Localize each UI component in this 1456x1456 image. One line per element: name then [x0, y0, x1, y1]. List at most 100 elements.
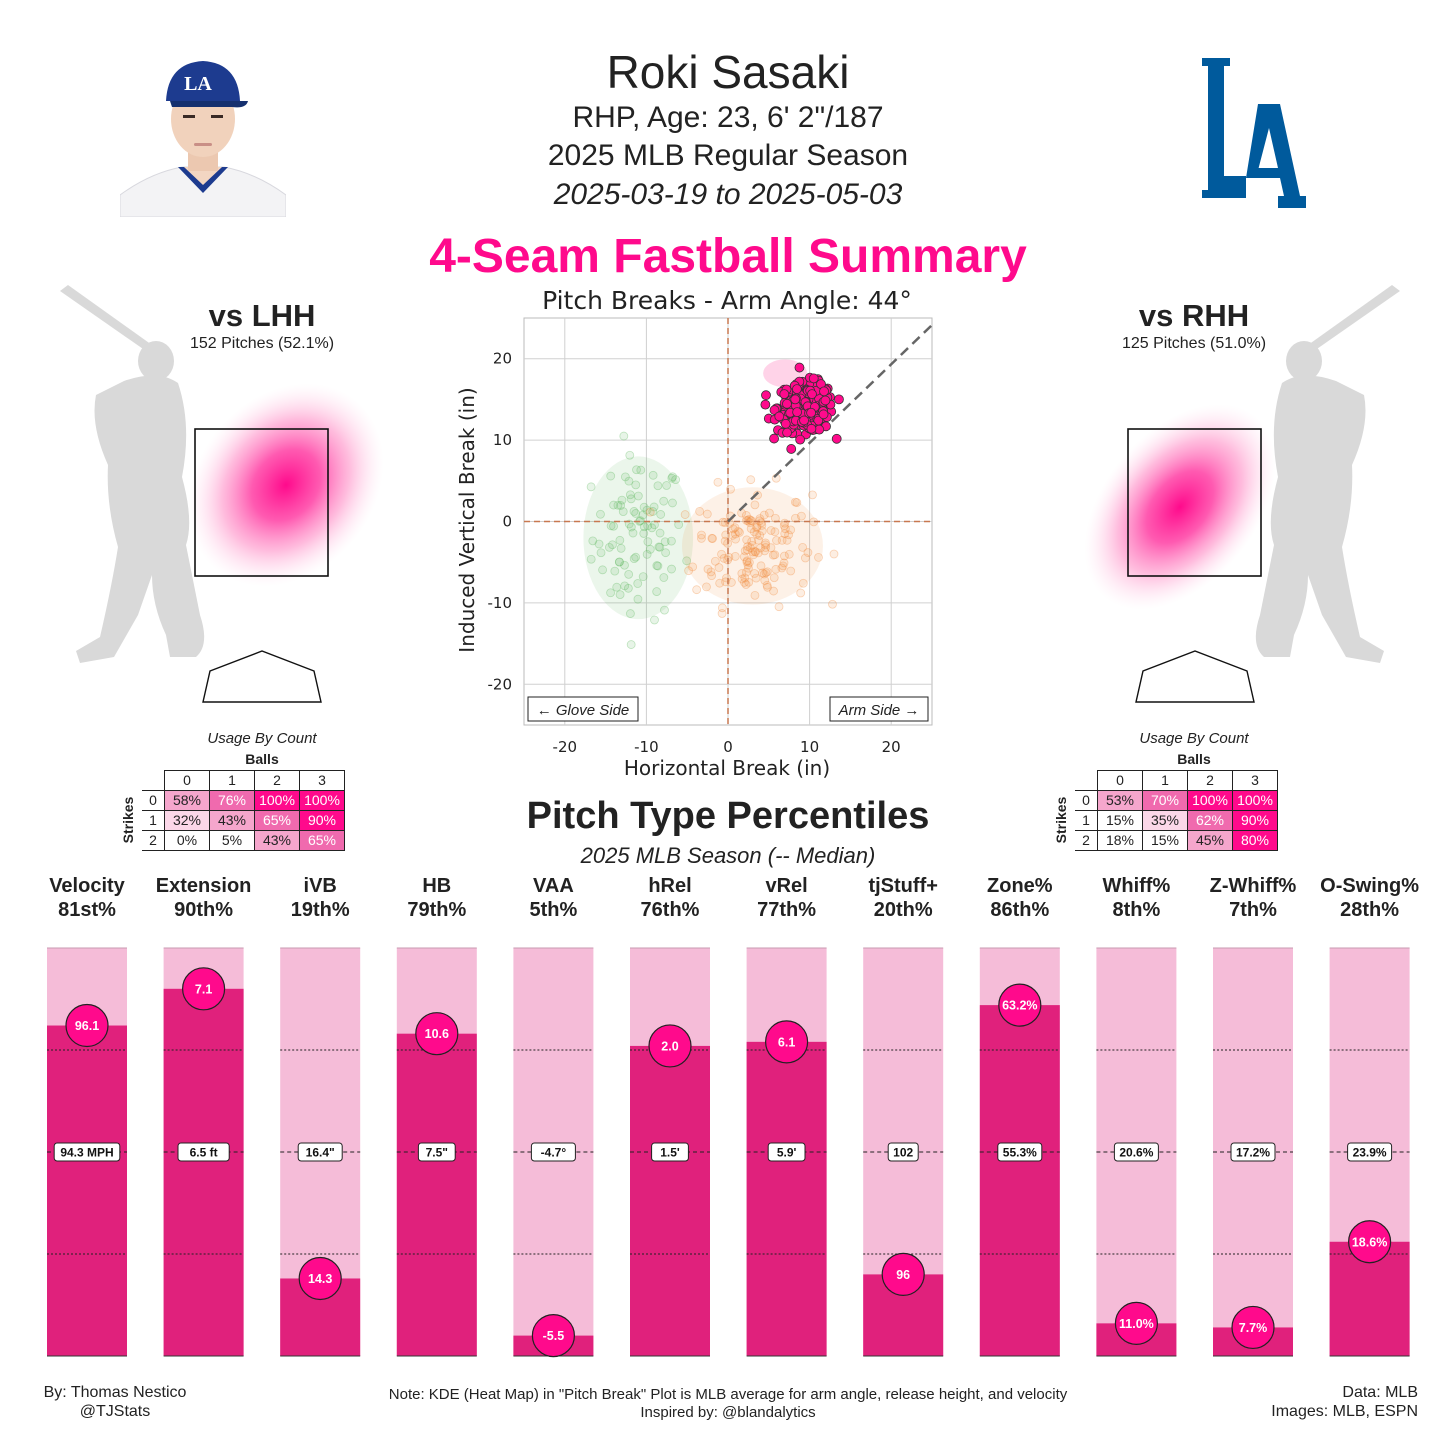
- kde-point: [756, 518, 766, 528]
- usage-cell: 53%: [1097, 790, 1143, 811]
- annotation-text: Arm Side →: [838, 702, 920, 719]
- kde-point: [770, 527, 780, 537]
- kde-point: [628, 528, 638, 538]
- metric-percentile: 7th%: [1229, 899, 1277, 921]
- percentile-bar: [746, 1041, 827, 1356]
- usage-cell: 100%: [299, 790, 345, 811]
- player-bio: RHP, Age: 23, 6' 2"/187: [572, 101, 884, 134]
- kde-point: [617, 495, 627, 505]
- pitch-point: [760, 399, 771, 410]
- kde-point: [707, 571, 717, 581]
- kde-point: [803, 548, 813, 557]
- usage-cell: 65%: [254, 810, 300, 831]
- kde-point: [756, 543, 765, 553]
- kde-point: [639, 502, 649, 512]
- metric-name: Z-Whiff%: [1209, 875, 1297, 897]
- kde-point: [612, 582, 622, 592]
- percentile-bar-chart: 94.3 MPH 96.1 6.5 ft 7.1 16.4" 14.3 7.5" 10.6 -4…: [47, 947, 1410, 1358]
- balls-header: 0: [164, 770, 210, 791]
- usage-cell: 0%: [164, 830, 210, 851]
- value-marker: [648, 1024, 692, 1068]
- kde-point: [661, 548, 671, 558]
- kde-point: [655, 528, 665, 538]
- strikes-header: 2: [1075, 830, 1098, 851]
- kde-point: [750, 500, 760, 510]
- kde-point: [744, 563, 753, 573]
- player-name: Roki Sasaki: [606, 46, 850, 98]
- kde-point: [631, 509, 641, 518]
- kde-point: [774, 602, 784, 612]
- kde-point: [828, 599, 837, 609]
- kde-point: [616, 543, 626, 553]
- pitch-point: [792, 384, 802, 395]
- value-marker: [1114, 1301, 1159, 1345]
- kde-point: [780, 529, 790, 539]
- pitch-point: [818, 409, 829, 420]
- kde-point: [613, 500, 623, 510]
- balls-header: 1: [209, 770, 255, 791]
- kde-point: [779, 521, 789, 531]
- kde-point: [786, 566, 796, 576]
- median-label-box: [997, 1142, 1043, 1162]
- kde-point: [720, 518, 730, 527]
- kde-point: [742, 557, 752, 567]
- x-axis-label: Horizontal Break (in): [624, 756, 830, 780]
- median-label: 6.5 ft: [190, 1146, 218, 1160]
- kde-point: [792, 498, 802, 507]
- kde-point: [626, 522, 636, 532]
- kde-point: [757, 521, 767, 530]
- median-label-box: [530, 1142, 576, 1162]
- value-label: 11.0%: [1119, 1317, 1154, 1331]
- kde-point: [750, 547, 760, 556]
- strikes-header: 1: [142, 810, 165, 831]
- value-marker: [182, 967, 226, 1011]
- kde-point: [626, 640, 636, 649]
- median-label-box: [1230, 1142, 1276, 1162]
- kde-point: [749, 527, 759, 537]
- percentile-bar: [979, 1005, 1060, 1356]
- metric-name: tjStuff+: [868, 875, 938, 897]
- kde-point: [755, 531, 765, 540]
- balls-header: 0: [1097, 770, 1143, 791]
- vs-rhh-location-plot: [1084, 285, 1400, 703]
- lhh-usage-table: 0 1 2 3 0 58% 76% 100% 100% 1 32% 43% 65% 90% 2 0% 5% 43%…: [142, 770, 345, 851]
- usage-cell: 100%: [254, 790, 300, 811]
- lhh-usage-title: Usage By Count: [207, 730, 317, 747]
- value-label: 7.1: [195, 982, 212, 996]
- kde-point: [659, 573, 669, 582]
- annotation-box: [527, 696, 639, 722]
- value-label: 14.3: [308, 1272, 332, 1286]
- percentiles-title: Pitch Type Percentiles: [526, 795, 930, 837]
- usage-cell: 43%: [254, 830, 300, 851]
- value-label: 63.2%: [1002, 999, 1037, 1013]
- value-marker: [298, 1256, 342, 1301]
- strikes-header: 2: [142, 830, 165, 851]
- kde-point: [753, 490, 762, 500]
- kde-point: [758, 568, 767, 578]
- usage-cell: 70%: [1142, 790, 1188, 811]
- kde-point: [752, 522, 762, 532]
- kde-point: [741, 567, 751, 577]
- kde-point: [624, 569, 634, 579]
- pitch-point: [782, 427, 792, 438]
- kde-point: [615, 535, 625, 545]
- kde-point: [639, 529, 649, 538]
- pitch-point: [834, 394, 844, 405]
- median-label-box: [651, 1142, 689, 1162]
- kde-point: [625, 490, 635, 500]
- team-logo-text: LA: [1251, 206, 1253, 209]
- median-label: 94.3 MPH: [60, 1146, 113, 1160]
- median-label: 7.5": [426, 1146, 448, 1160]
- pitch-point: [792, 407, 803, 418]
- kde-point: [743, 542, 753, 551]
- kde-point: [647, 523, 657, 533]
- kde-point: [615, 590, 625, 600]
- rhh-usage-table: 0 1 2 3 0 53% 70% 100% 100% 1 15% 35% 62% 90% 2 18% 15% 4…: [1075, 770, 1278, 851]
- y-tick-label: -10: [488, 594, 513, 612]
- usage-cell: 18%: [1097, 830, 1143, 851]
- value-label: 10.6: [425, 1027, 449, 1041]
- pitch-point: [806, 407, 817, 418]
- pitch-point: [786, 444, 797, 454]
- kde-point: [772, 536, 781, 545]
- kde-point: [728, 524, 738, 534]
